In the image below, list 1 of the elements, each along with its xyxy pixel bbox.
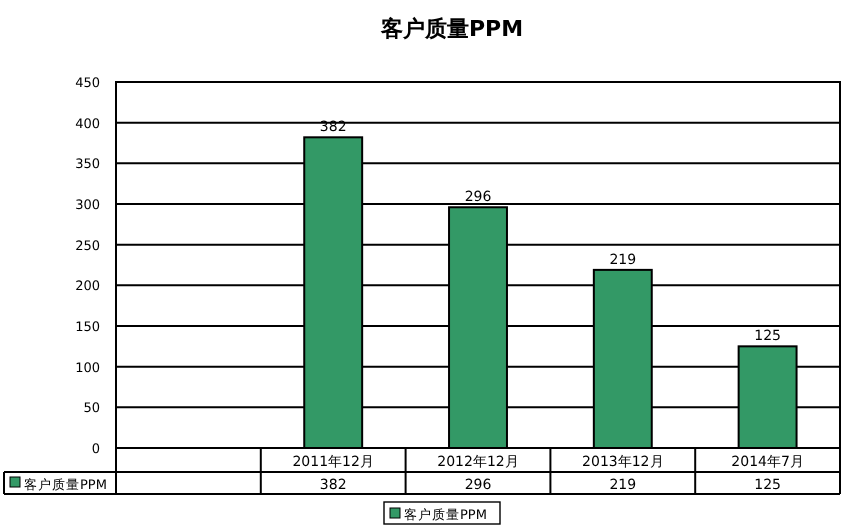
chart-title: 客户质量PPM xyxy=(380,16,524,42)
